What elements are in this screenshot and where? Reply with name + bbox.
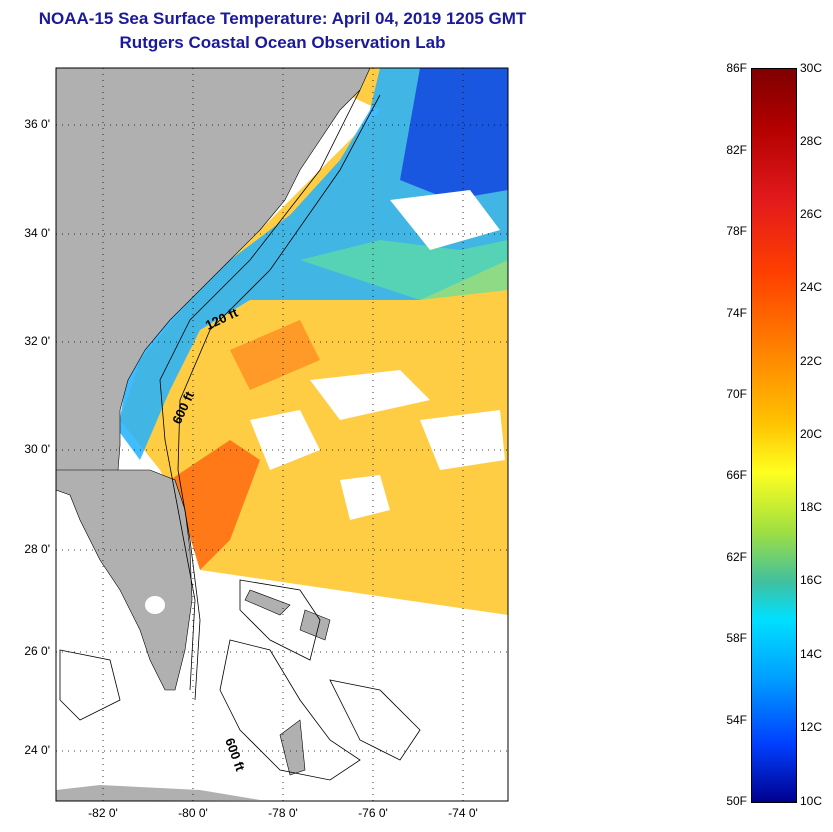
colorbar-c-10: 10C: [800, 794, 823, 808]
bahamas-abaco: [299, 609, 331, 641]
lat-label-36: 36 0': [24, 117, 50, 131]
map-subtitle: Rutgers Coastal Ocean Observation Lab: [119, 33, 446, 52]
bahamas-andros: [279, 719, 306, 776]
contour-bahamas: [219, 639, 361, 781]
colorbar-c-26: 26C: [800, 207, 823, 221]
colorbar-f-54: 54F: [726, 713, 747, 727]
lat-label-26: 26 0': [24, 644, 50, 658]
contour-120ft: [159, 89, 361, 691]
colorbar-f-86: 86F: [726, 61, 747, 75]
lat-label-30: 30 0': [24, 442, 50, 456]
lon-label-78: -78 0': [268, 806, 298, 820]
lon-label-74: -74 0': [448, 806, 478, 820]
colorbar-f-66: 66F: [726, 468, 747, 482]
colorbar-c-14: 14C: [800, 647, 823, 661]
sst-gulfstream-region: [170, 440, 260, 570]
colorbar-c-16: 16C: [800, 573, 823, 587]
land-cuba: [56, 785, 260, 801]
colorbar-f-58: 58F: [726, 631, 747, 645]
map-title: NOAA-15 Sea Surface Temperature: April 0…: [38, 9, 527, 28]
lat-label-24: 24 0': [24, 743, 50, 757]
colorbar-f-78: 78F: [726, 224, 747, 238]
lake-okeechobee: [145, 596, 165, 614]
colorbar-f-82: 82F: [726, 143, 747, 157]
lat-label-32: 32 0': [24, 334, 50, 348]
contour-600ft: [177, 94, 381, 701]
map-frame: [55, 67, 509, 802]
colorbar-c-30: 30C: [800, 61, 823, 75]
temperature-colorbar: [751, 68, 797, 803]
graticule: [56, 68, 508, 801]
lon-label-76: -76 0': [358, 806, 388, 820]
lon-label-80: -80 0': [178, 806, 208, 820]
colorbar-c-20: 20C: [800, 427, 823, 441]
colorbar-c-28: 28C: [800, 134, 823, 148]
land-mainland: [56, 68, 371, 691]
lat-label-34: 34 0': [24, 226, 50, 240]
colorbar-c-24: 24C: [800, 280, 823, 294]
lon-label-82: -82 0': [88, 806, 118, 820]
lat-label-28: 28 0': [24, 542, 50, 556]
colorbar-c-22: 22C: [800, 354, 823, 368]
colorbar-f-74: 74F: [726, 306, 747, 320]
colorbar-c-18: 18C: [800, 500, 823, 514]
colorbar-c-12: 12C: [800, 720, 823, 734]
colorbar-f-70: 70F: [726, 387, 747, 401]
colorbar-f-62: 62F: [726, 550, 747, 564]
bahamas-grand-bahama: [244, 589, 291, 616]
colorbar-f-50: 50F: [726, 794, 747, 808]
